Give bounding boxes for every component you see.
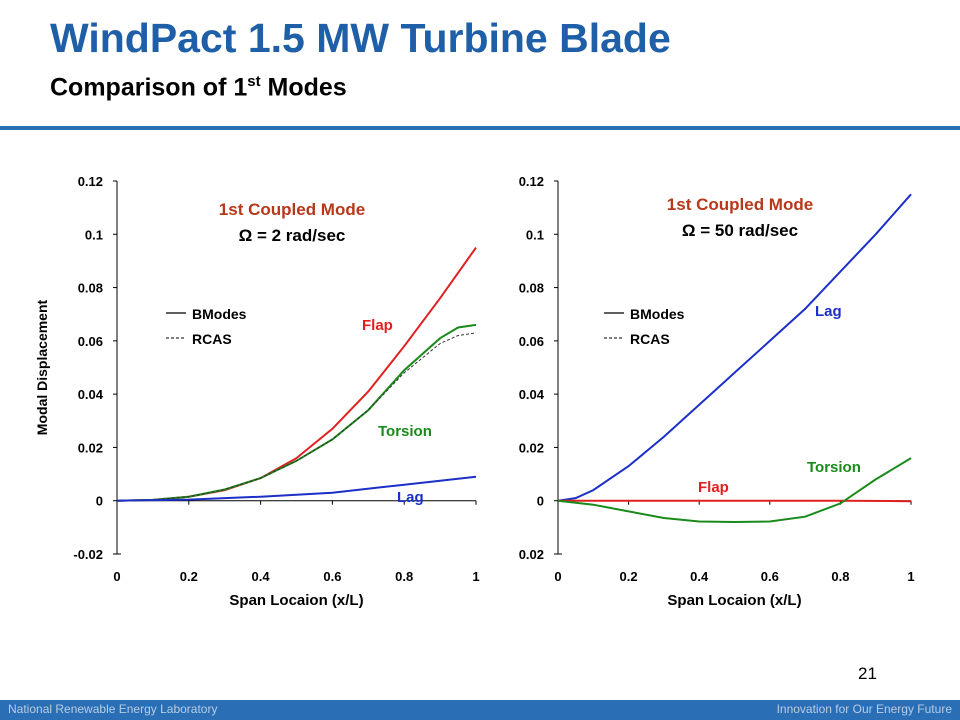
x-tick-label: 0.2 — [180, 569, 198, 584]
y-tick-label: 0.08 — [78, 281, 103, 296]
slide-title: WindPact 1.5 MW Turbine Blade — [50, 15, 671, 61]
x-tick-label: 0.8 — [831, 569, 849, 584]
y-tick-label: 0.1 — [85, 227, 103, 242]
x-tick-label: 0.4 — [252, 569, 271, 584]
series-label-torsion: Torsion — [807, 459, 861, 476]
y-tick-label: 0.06 — [519, 334, 544, 349]
series-torsion-bmodes — [557, 457, 912, 524]
series-torsion-bmodes — [116, 323, 477, 502]
chart-1: -0.02 0 0.02 0.04 0.06 0.08 0.1 0.12 0 0.2 0.4 0.6 0… — [34, 174, 480, 609]
y-tick-label: 0.12 — [78, 174, 103, 189]
slide-subtitle: Comparison of 1st Modes — [50, 73, 347, 102]
series-label-flap: Flap — [362, 317, 393, 334]
legend-rcas: RCAS — [630, 331, 670, 347]
y-tick-label: 0.12 — [519, 174, 544, 189]
y-tick-label: 0.04 — [519, 387, 545, 402]
y-tick-label: 0.02 — [78, 440, 103, 455]
mode-annotation: 1st Coupled Mode — [219, 200, 365, 219]
series-label-torsion: Torsion — [378, 423, 432, 440]
x-tick-label: 0.6 — [323, 569, 341, 584]
series-lag-bmodes — [557, 193, 912, 502]
y-tick-label: 0.08 — [519, 281, 544, 296]
y-tick-label: 0 — [96, 494, 103, 509]
series-flap-bmodes — [558, 499, 912, 503]
omega-annotation: Ω = 50 rad/sec — [682, 221, 798, 240]
series-label-lag: Lag — [815, 303, 842, 320]
y-tick-label: -0.02 — [73, 547, 103, 562]
x-tick-label: 0.2 — [620, 569, 638, 584]
series-torsion-rcas — [116, 332, 477, 502]
subtitle-tail: Modes — [260, 73, 347, 102]
x-tick-label: 0 — [113, 569, 120, 584]
x-tick-label: 0 — [554, 569, 561, 584]
legend-bmodes: BModes — [192, 306, 247, 322]
y-tick-label: 0 — [537, 494, 544, 509]
y-tick-label: 0.1 — [526, 227, 544, 242]
y-tick-label: 0.02 — [519, 547, 544, 562]
mode-annotation: 1st Coupled Mode — [667, 195, 813, 214]
page-number: 21 — [858, 664, 877, 683]
y-tick-label: 0.02 — [519, 440, 544, 455]
series-lag-bmodes — [116, 475, 477, 502]
x-tick-label: 0.8 — [395, 569, 413, 584]
y-axis-label: Modal Displacement — [34, 299, 50, 435]
series-label-lag: Lag — [397, 489, 424, 506]
footer-bar: National Renewable Energy Laboratory Inn… — [0, 700, 960, 720]
footer-organization: National Renewable Energy Laboratory — [8, 702, 218, 716]
subtitle-main: Comparison of 1 — [50, 73, 248, 102]
series-label-flap: Flap — [698, 479, 729, 496]
chart-2: 0.02 0 0.02 0.04 0.06 0.08 0.1 0.12 0 0.2 0.4 0.6 0.… — [519, 174, 915, 609]
series-flap-bmodes — [116, 247, 477, 502]
footer-tagline: Innovation for Our Energy Future — [776, 702, 952, 716]
subtitle-superscript: st — [247, 73, 261, 90]
y-tick-label: 0.04 — [78, 387, 104, 402]
x-tick-label: 1 — [907, 569, 914, 584]
x-axis-label: Span Locaion (x/L) — [667, 592, 801, 609]
x-axis-label: Span Locaion (x/L) — [229, 592, 363, 609]
y-tick-label: 0.06 — [78, 334, 103, 349]
legend-bmodes: BModes — [630, 306, 685, 322]
x-tick-label: 1 — [472, 569, 479, 584]
x-tick-label: 0.6 — [761, 569, 779, 584]
x-tick-label: 0.4 — [690, 569, 709, 584]
omega-annotation: Ω = 2 rad/sec — [239, 226, 346, 245]
legend-rcas: RCAS — [192, 331, 232, 347]
title-divider — [0, 126, 960, 130]
